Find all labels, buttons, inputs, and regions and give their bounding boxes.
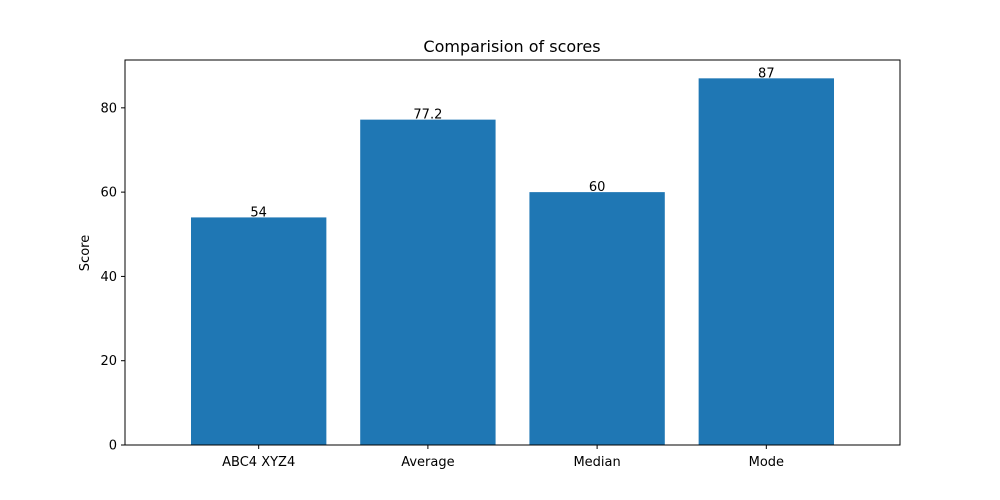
y-tick-label: 20 (100, 354, 117, 369)
data-label-median: 60 (589, 180, 606, 195)
y-axis-ticks: 0 20 40 60 80 (100, 101, 125, 454)
x-tick-label: ABC4 XYZ4 (222, 455, 295, 470)
y-tick-label: 40 (100, 270, 117, 285)
bar-mode (698, 78, 835, 445)
y-tick-label: 80 (100, 101, 117, 116)
bar-median (529, 192, 665, 445)
data-label-average: 77.2 (413, 108, 442, 123)
x-axis-ticks: ABC4 XYZ4 Average Median Mode (222, 445, 784, 470)
y-axis-label: Score (78, 235, 93, 271)
chart-title: Comparision of scores (423, 37, 600, 56)
data-label-mode: 87 (758, 66, 775, 81)
x-tick-label: Average (401, 455, 454, 470)
x-tick-label: Mode (749, 455, 784, 470)
y-tick-label: 0 (109, 439, 117, 454)
bars-group (190, 78, 835, 445)
bar-average (360, 119, 496, 445)
x-tick-label: Median (573, 455, 620, 470)
y-tick-label: 60 (100, 186, 117, 201)
data-labels-group: 54 77.2 60 87 (250, 66, 774, 220)
plot-area-frame (124, 59, 901, 446)
data-label-abc4-xyz4: 54 (250, 205, 267, 220)
bar-abc4-xyz4 (190, 217, 327, 445)
